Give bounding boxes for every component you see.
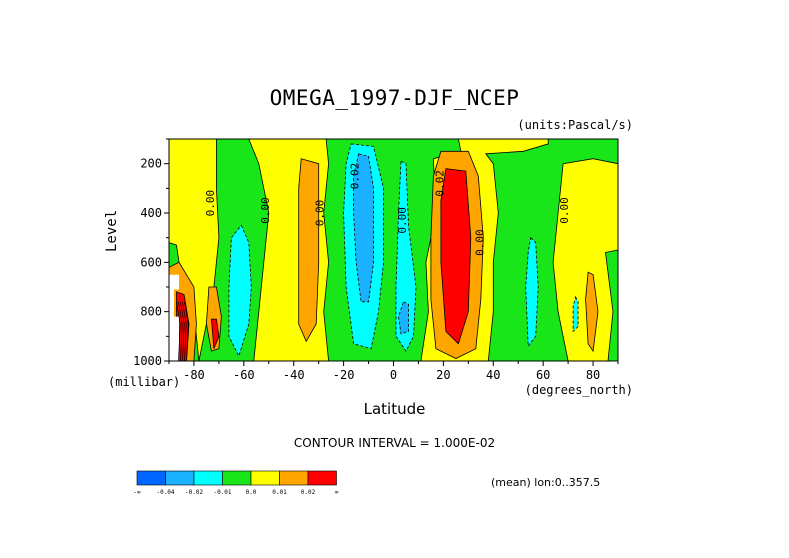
colorbar-label-1: -0.04 (156, 489, 174, 496)
contour-label-5: 0.02 (433, 170, 446, 197)
colorbar-label-2: -0.02 (185, 489, 203, 496)
colorbar-label-0: -∞ (133, 489, 141, 496)
x-tick-label-3: -20 (333, 368, 355, 382)
x-axis-label: Latitude (363, 400, 426, 418)
contour-label-6: 0.00 (473, 229, 486, 256)
contour-region-18 (440, 168, 472, 345)
colorbar-label-4: 0.0 (246, 489, 257, 496)
x-tick-label-1: -60 (233, 368, 255, 382)
contour-region-12 (398, 301, 409, 335)
x-tick-label-2: -40 (283, 368, 305, 382)
colorbar-label-5: 0.01 (272, 489, 287, 496)
x-tick-label-5: 20 (436, 368, 450, 382)
colorbar-label-6: 0.02 (301, 489, 316, 496)
colorbar-swatch-2 (193, 470, 223, 486)
contour-label-7: 0.00 (558, 197, 571, 224)
units-label: (units:Pascal/s) (517, 118, 633, 132)
colorbar-label-3: -0.01 (213, 489, 231, 496)
contour-region-10 (572, 295, 579, 333)
colorbar-swatch-6 (307, 470, 337, 486)
y-axis-units: (millibar) (108, 375, 181, 389)
missing-data-region (169, 274, 179, 361)
contour-region-20 (210, 318, 220, 349)
contour-line-4 (184, 301, 189, 362)
y-tick-label-3: 800 (140, 305, 162, 319)
y-tick-label-1: 400 (140, 206, 162, 220)
contour-label-3: 0.02 (349, 163, 362, 190)
contour-interval-label: CONTOUR INTERVAL = 1.000E-02 (293, 436, 496, 450)
colorbar-swatch-3 (222, 470, 252, 486)
contour-line-1 (178, 301, 183, 362)
x-axis-units: (degrees_north) (524, 383, 633, 397)
contour-line-2 (180, 301, 185, 362)
x-tick-label-4: 0 (390, 368, 397, 382)
contour-region-11 (353, 153, 374, 303)
contour-line-3 (182, 301, 187, 362)
contour-line-0 (176, 301, 181, 362)
colorbar-label-7: ∞ (335, 489, 339, 496)
contour-region-9 (525, 236, 539, 348)
contour-label-1: 0.00 (259, 197, 272, 224)
colorbar-swatch-4 (250, 470, 280, 486)
mean-longitude-label: (mean) lon:0..357.5 (491, 476, 601, 489)
y-tick-label-2: 600 (140, 255, 162, 269)
contour-region-13 (298, 158, 320, 343)
colorbar-swatch-0 (136, 470, 166, 486)
contour-region-8 (395, 160, 417, 352)
contour-region-15 (585, 271, 599, 353)
contour-region-6 (228, 224, 252, 358)
x-tick-label-6: 40 (486, 368, 500, 382)
contour-label-0: 0.00 (204, 190, 217, 217)
x-tick-label-0: -80 (183, 368, 205, 382)
contour-label-2: 0.00 (314, 200, 327, 227)
x-tick-label-7: 60 (536, 368, 550, 382)
contour-region-2 (485, 138, 619, 362)
y-tick-label-0: 200 (140, 157, 162, 171)
chart-title: OMEGA_1997-DJF_NCEP (269, 86, 520, 110)
y-tick-label-4: 1000 (133, 354, 162, 368)
contour-label-4: 0.00 (396, 207, 409, 234)
colorbar-swatch-1 (165, 470, 195, 486)
colorbar-swatch-5 (279, 470, 309, 486)
x-tick-label-8: 80 (586, 368, 600, 382)
